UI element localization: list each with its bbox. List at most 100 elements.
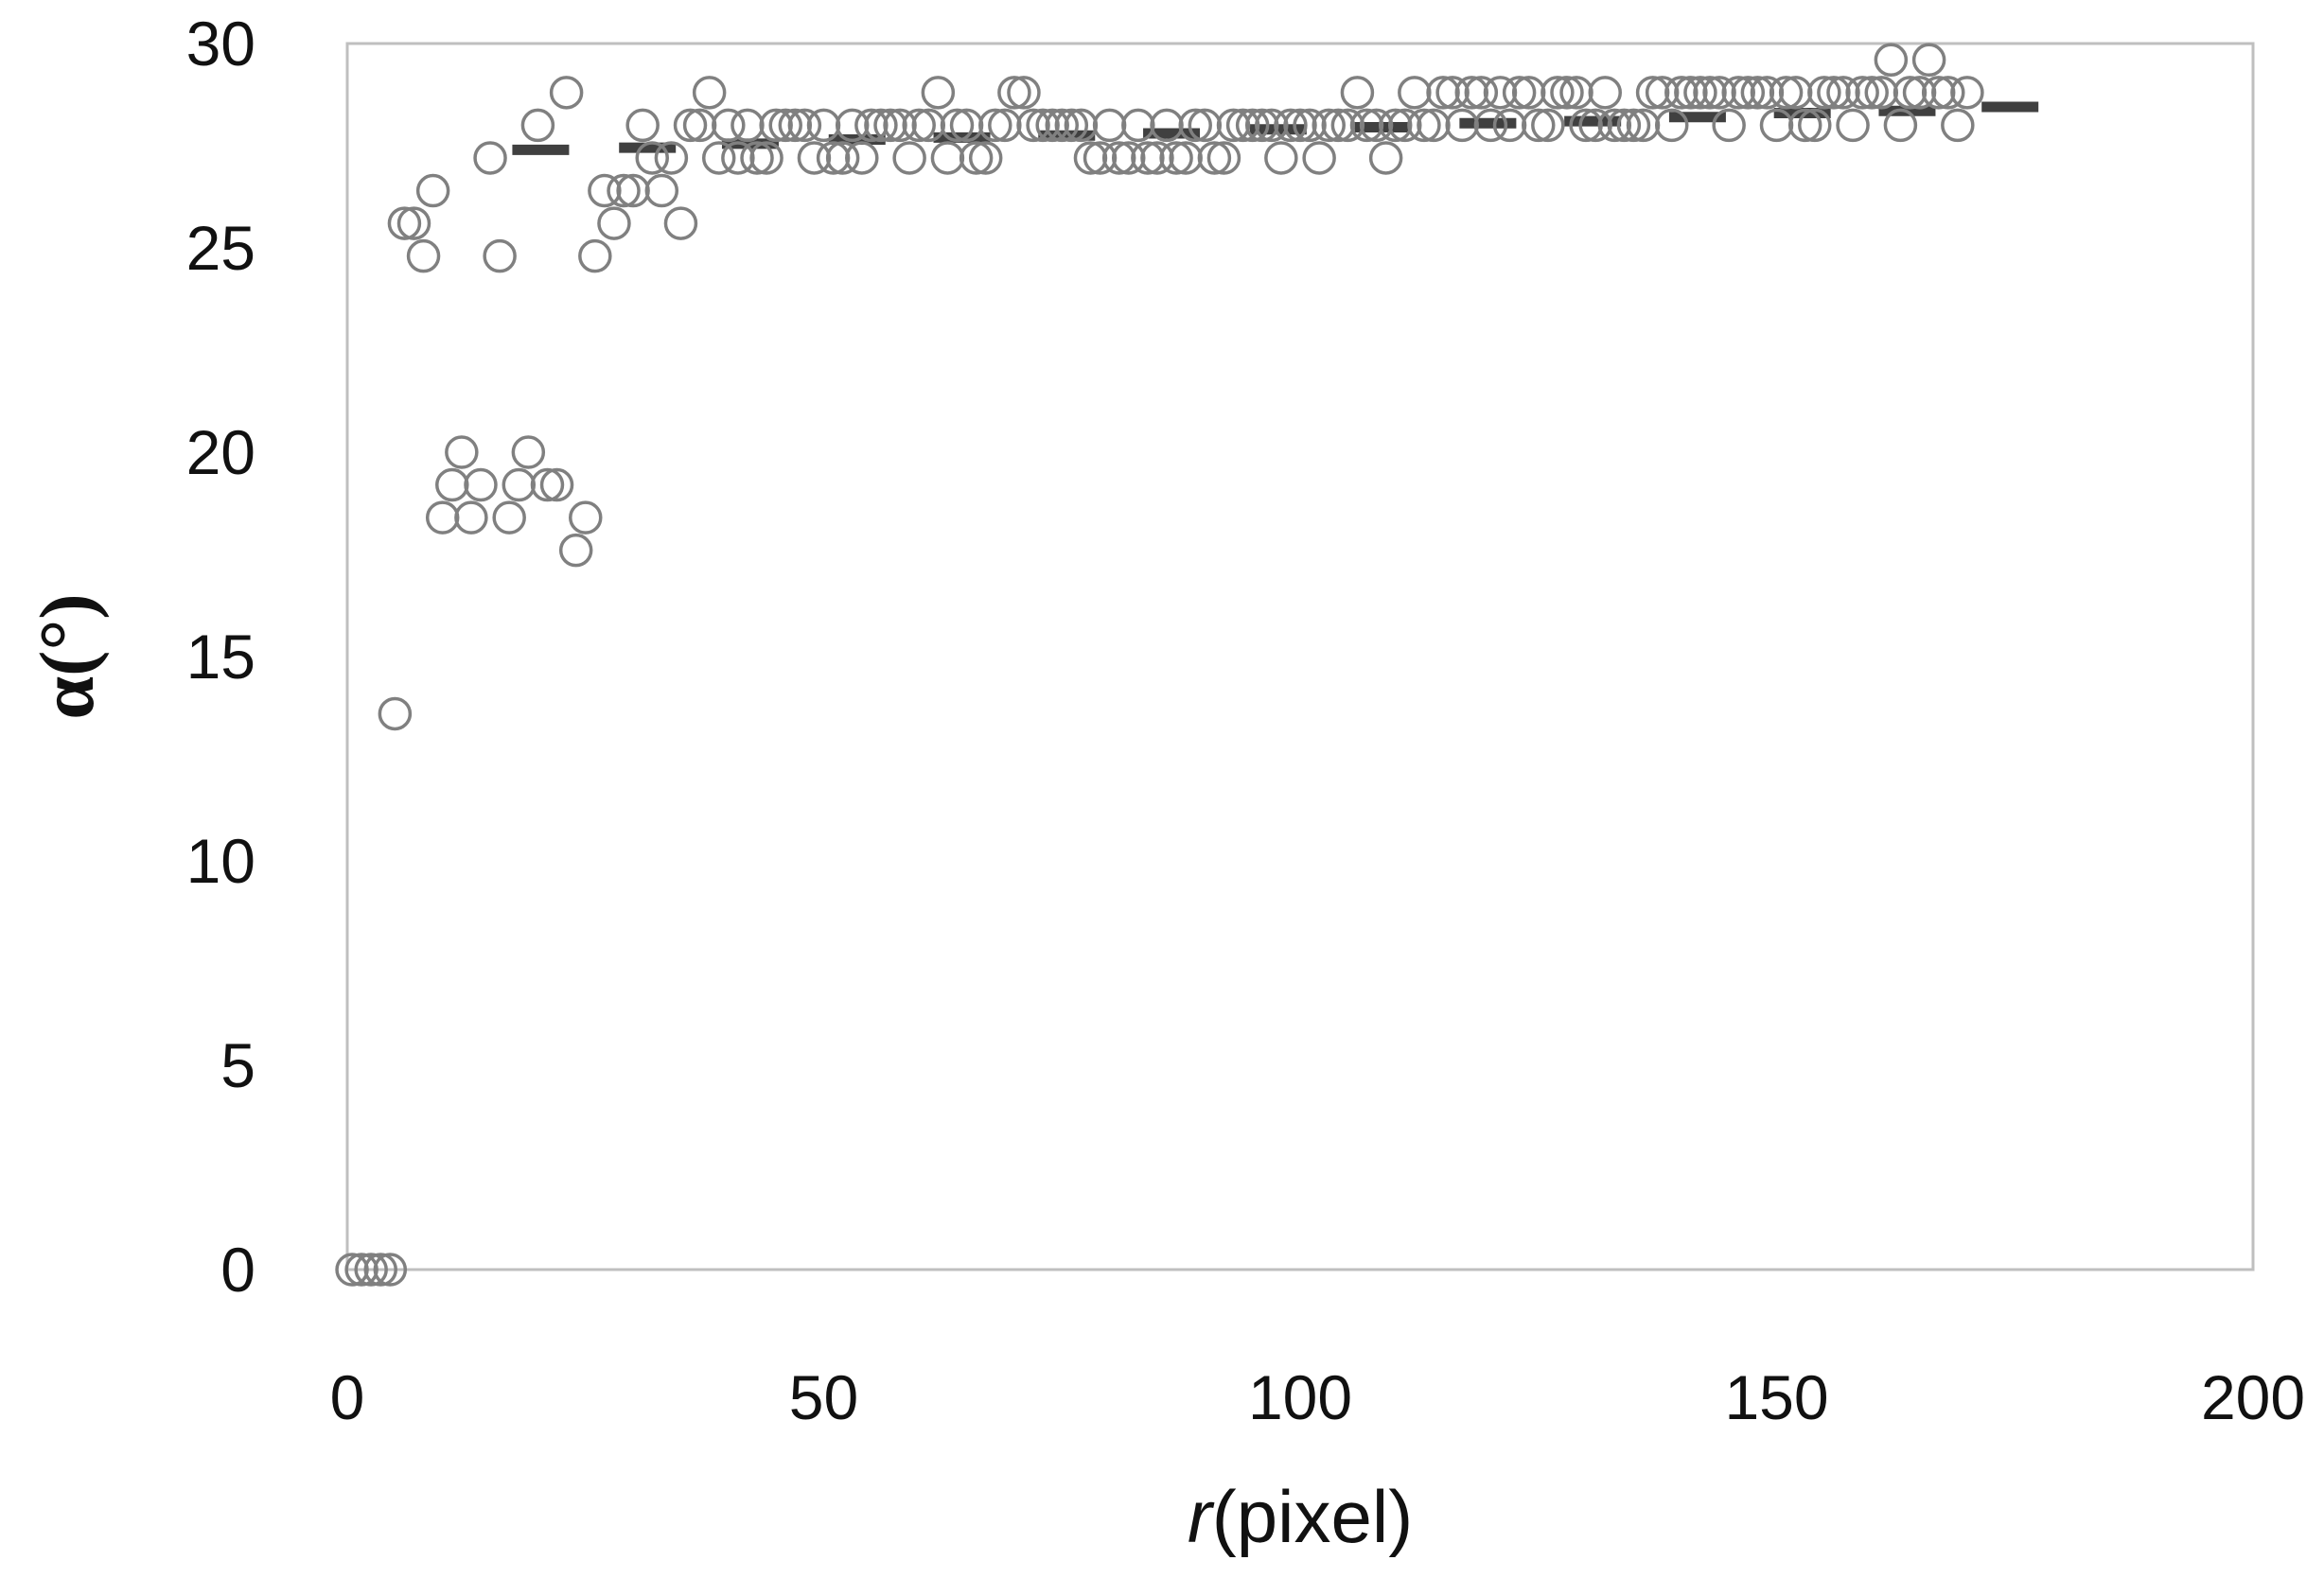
data-point	[539, 467, 574, 502]
data-point	[387, 206, 422, 240]
data-point	[854, 108, 889, 143]
data-point	[825, 141, 860, 175]
x-axis-label: r(pixel)	[1188, 1475, 1413, 1558]
data-point	[978, 108, 1012, 143]
data-point	[1007, 76, 1041, 110]
data-point	[1235, 108, 1270, 143]
data-point	[1531, 108, 1565, 143]
x-tick-label: 150	[1724, 1362, 1828, 1432]
data-point	[1750, 76, 1785, 110]
data-point	[344, 1253, 379, 1287]
data-point	[759, 108, 793, 143]
data-point	[768, 108, 802, 143]
data-point	[1188, 108, 1223, 143]
data-point	[1312, 108, 1346, 143]
data-point	[930, 141, 965, 175]
data-point	[1941, 108, 1975, 143]
data-point	[797, 141, 832, 175]
data-point	[1274, 108, 1308, 143]
data-point	[1293, 108, 1327, 143]
y-axis-label: α(°)	[24, 593, 110, 719]
data-point	[616, 173, 650, 208]
data-point	[892, 141, 926, 175]
data-point	[1101, 141, 1136, 175]
data-point	[1721, 76, 1755, 110]
data-point	[1778, 76, 1813, 110]
data-point	[1798, 108, 1832, 143]
data-point	[911, 108, 946, 143]
y-tick-labels: 0 5 10 15 20 25 30	[186, 9, 255, 1305]
data-point	[1855, 76, 1889, 110]
data-point	[1255, 108, 1289, 143]
data-point	[1550, 76, 1584, 110]
data-point	[644, 173, 679, 208]
data-point	[1787, 108, 1822, 143]
data-point	[1216, 108, 1251, 143]
data-point	[968, 141, 1003, 175]
data-point	[1522, 108, 1556, 143]
data-point	[1150, 108, 1184, 143]
data-point	[1931, 76, 1965, 110]
data-point	[520, 108, 555, 143]
data-point	[1569, 108, 1603, 143]
data-point	[1712, 108, 1746, 143]
data-point	[1398, 76, 1432, 110]
data-point	[1454, 76, 1489, 110]
data-point	[1264, 141, 1298, 175]
data-point	[1131, 141, 1165, 175]
data-point	[1950, 76, 1984, 110]
data-point	[1426, 76, 1460, 110]
x-tick-label: 50	[789, 1362, 858, 1432]
data-point	[1511, 76, 1546, 110]
data-point	[1388, 108, 1422, 143]
data-point	[502, 467, 537, 502]
data-point	[549, 76, 584, 110]
data-point	[1140, 141, 1174, 175]
data-point	[511, 435, 546, 469]
data-point	[1826, 76, 1860, 110]
y-tick-label: 5	[220, 1030, 255, 1100]
data-point	[335, 1253, 369, 1287]
data-point	[749, 141, 783, 175]
y-tick-label: 0	[220, 1235, 255, 1305]
x-tick-label: 200	[2201, 1362, 2305, 1432]
data-point	[373, 1253, 408, 1287]
data-point	[597, 206, 631, 240]
data-point	[1283, 108, 1317, 143]
data-point	[1769, 76, 1804, 110]
x-tick-label: 0	[330, 1362, 365, 1432]
data-point	[787, 108, 822, 143]
data-point	[1073, 141, 1108, 175]
data-point	[425, 500, 460, 535]
data-point	[354, 1253, 388, 1287]
data-point	[663, 206, 698, 240]
data-point	[1092, 108, 1127, 143]
data-point	[1902, 76, 1937, 110]
data-point	[1464, 76, 1499, 110]
data-point	[1893, 76, 1928, 110]
data-point	[721, 141, 755, 175]
data-point	[1302, 141, 1336, 175]
data-point	[1321, 108, 1356, 143]
data-point	[1225, 108, 1260, 143]
data-point	[1759, 108, 1794, 143]
data-point	[1635, 76, 1670, 110]
data-point	[454, 500, 488, 535]
data-point	[1864, 76, 1899, 110]
data-point	[845, 141, 879, 175]
data-point	[1664, 76, 1699, 110]
data-point	[396, 206, 431, 240]
data-point	[940, 108, 975, 143]
data-point	[558, 533, 593, 568]
data-point	[378, 696, 413, 731]
data-point	[835, 108, 870, 143]
data-point	[1578, 108, 1612, 143]
data-point	[864, 108, 898, 143]
data-point	[1674, 76, 1708, 110]
data-point	[1817, 76, 1851, 110]
data-point	[1064, 108, 1099, 143]
data-point	[873, 108, 907, 143]
data-point	[1417, 108, 1451, 143]
data-point	[1607, 108, 1642, 143]
